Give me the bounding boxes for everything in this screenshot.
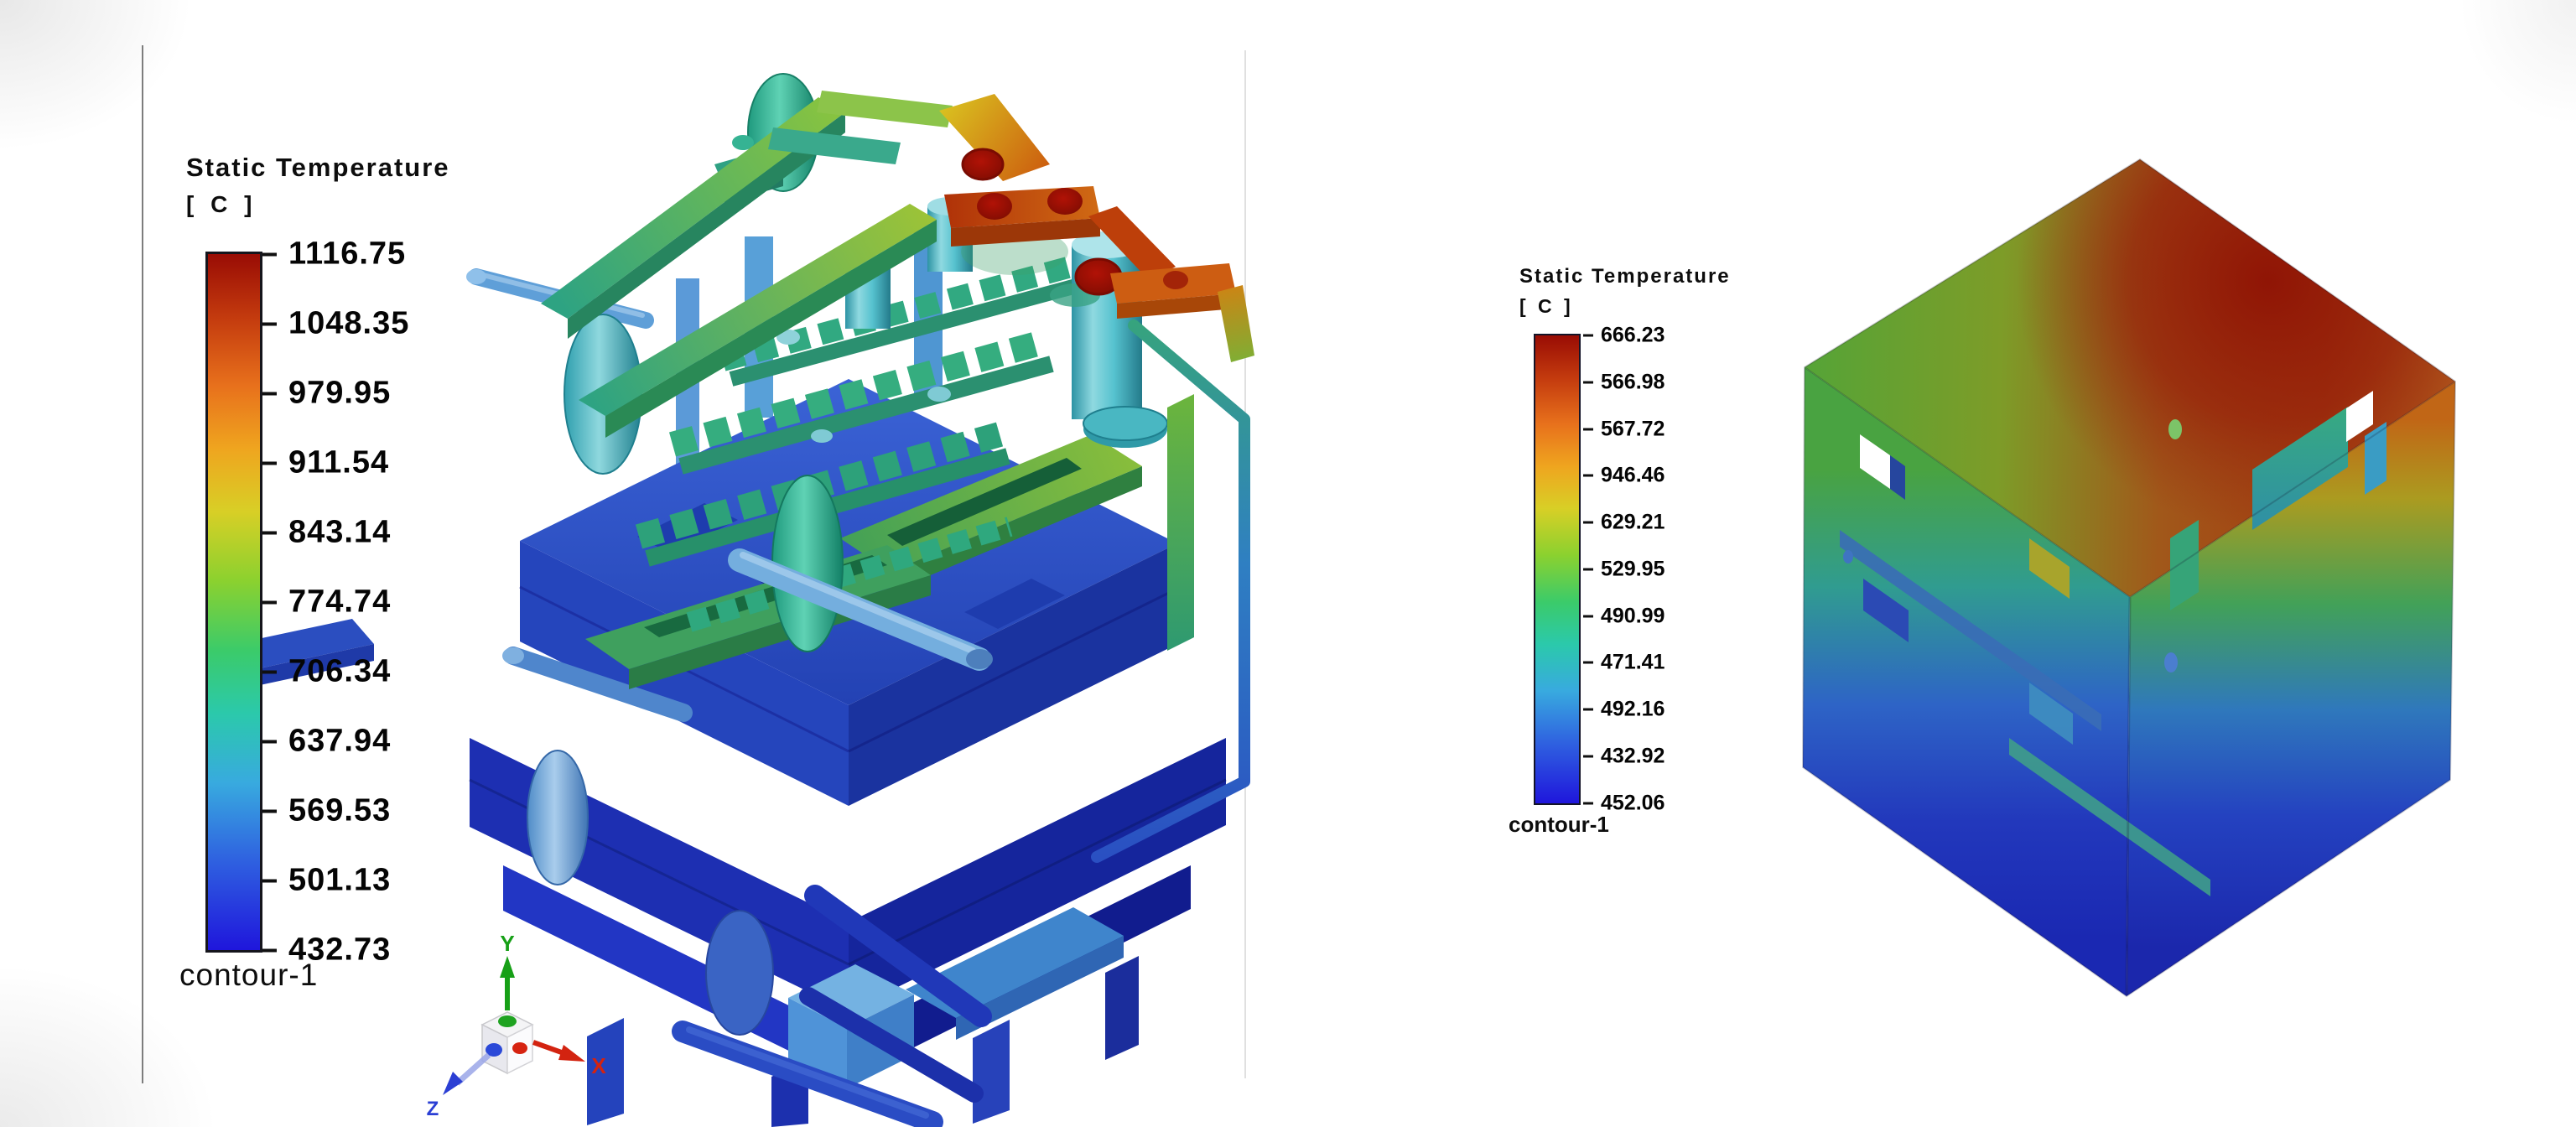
left-viewport-border-left	[142, 45, 143, 1083]
z-axis-label: Z	[427, 1098, 439, 1120]
triad-origin-y-dot	[498, 1015, 517, 1027]
box-edges	[1801, 158, 2457, 998]
side-arm	[226, 619, 374, 688]
left-face-cutouts	[1840, 434, 2210, 896]
box-right-face	[2127, 382, 2455, 996]
box-left-face	[1803, 367, 2130, 996]
triad-origin-z-dot	[486, 1043, 502, 1057]
cooling-discs	[527, 750, 774, 1036]
right-contour-model	[1801, 158, 2457, 998]
y-axis-label: Y	[500, 931, 514, 956]
bottom-pipes	[502, 647, 992, 1127]
x-axis-label: X	[591, 1053, 606, 1078]
guide-disc-front	[771, 475, 844, 652]
left-contour-model	[226, 73, 1254, 1127]
manifold-rails	[541, 91, 953, 438]
axis-triad: Y X Z	[427, 931, 607, 1120]
side-frame	[1091, 319, 1250, 863]
y-axis-arrow-icon	[500, 956, 515, 1010]
z-axis-arrow-icon	[443, 1052, 491, 1095]
triad-origin-x-dot	[512, 1042, 527, 1054]
hot-bracket	[939, 94, 1254, 362]
coolant-pipe-mid	[728, 548, 993, 671]
right-face-cutouts	[2164, 391, 2386, 673]
x-axis-arrow-icon	[532, 1040, 585, 1062]
